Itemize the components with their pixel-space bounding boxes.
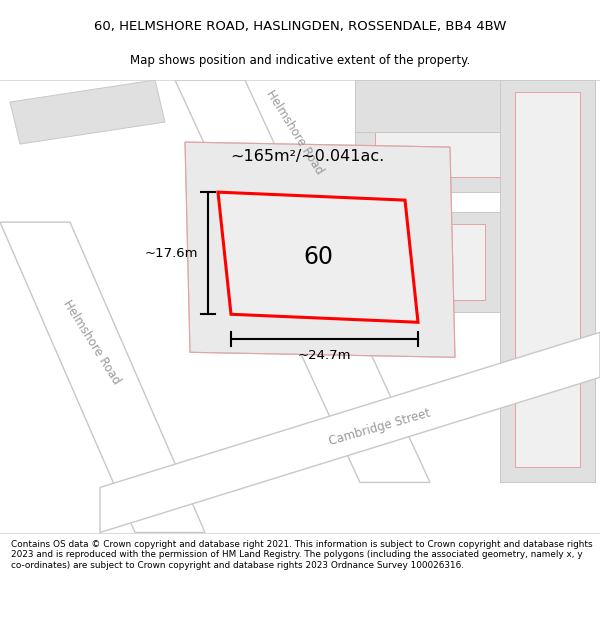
Text: 60: 60 [303, 245, 333, 269]
Text: Contains OS data © Crown copyright and database right 2021. This information is : Contains OS data © Crown copyright and d… [11, 540, 592, 570]
Polygon shape [515, 92, 580, 468]
Text: Map shows position and indicative extent of the property.: Map shows position and indicative extent… [130, 54, 470, 68]
Polygon shape [500, 80, 595, 482]
Polygon shape [355, 212, 500, 312]
Text: ~165m²/~0.041ac.: ~165m²/~0.041ac. [230, 149, 384, 164]
Polygon shape [10, 80, 165, 144]
Text: Cambridge Street: Cambridge Street [328, 407, 432, 448]
Text: 60, HELMSHORE ROAD, HASLINGDEN, ROSSENDALE, BB4 4BW: 60, HELMSHORE ROAD, HASLINGDEN, ROSSENDA… [94, 20, 506, 33]
Polygon shape [0, 222, 205, 532]
Text: Helmshore Road: Helmshore Road [61, 298, 123, 387]
Polygon shape [355, 80, 500, 132]
Polygon shape [100, 332, 600, 532]
Polygon shape [218, 192, 418, 322]
Text: Helmshore Road: Helmshore Road [264, 88, 326, 177]
Polygon shape [370, 224, 485, 300]
Polygon shape [375, 92, 575, 177]
Text: ~17.6m: ~17.6m [145, 247, 198, 260]
Text: ~24.7m: ~24.7m [298, 349, 351, 362]
Polygon shape [175, 80, 430, 482]
Polygon shape [185, 142, 455, 358]
Polygon shape [355, 80, 595, 192]
